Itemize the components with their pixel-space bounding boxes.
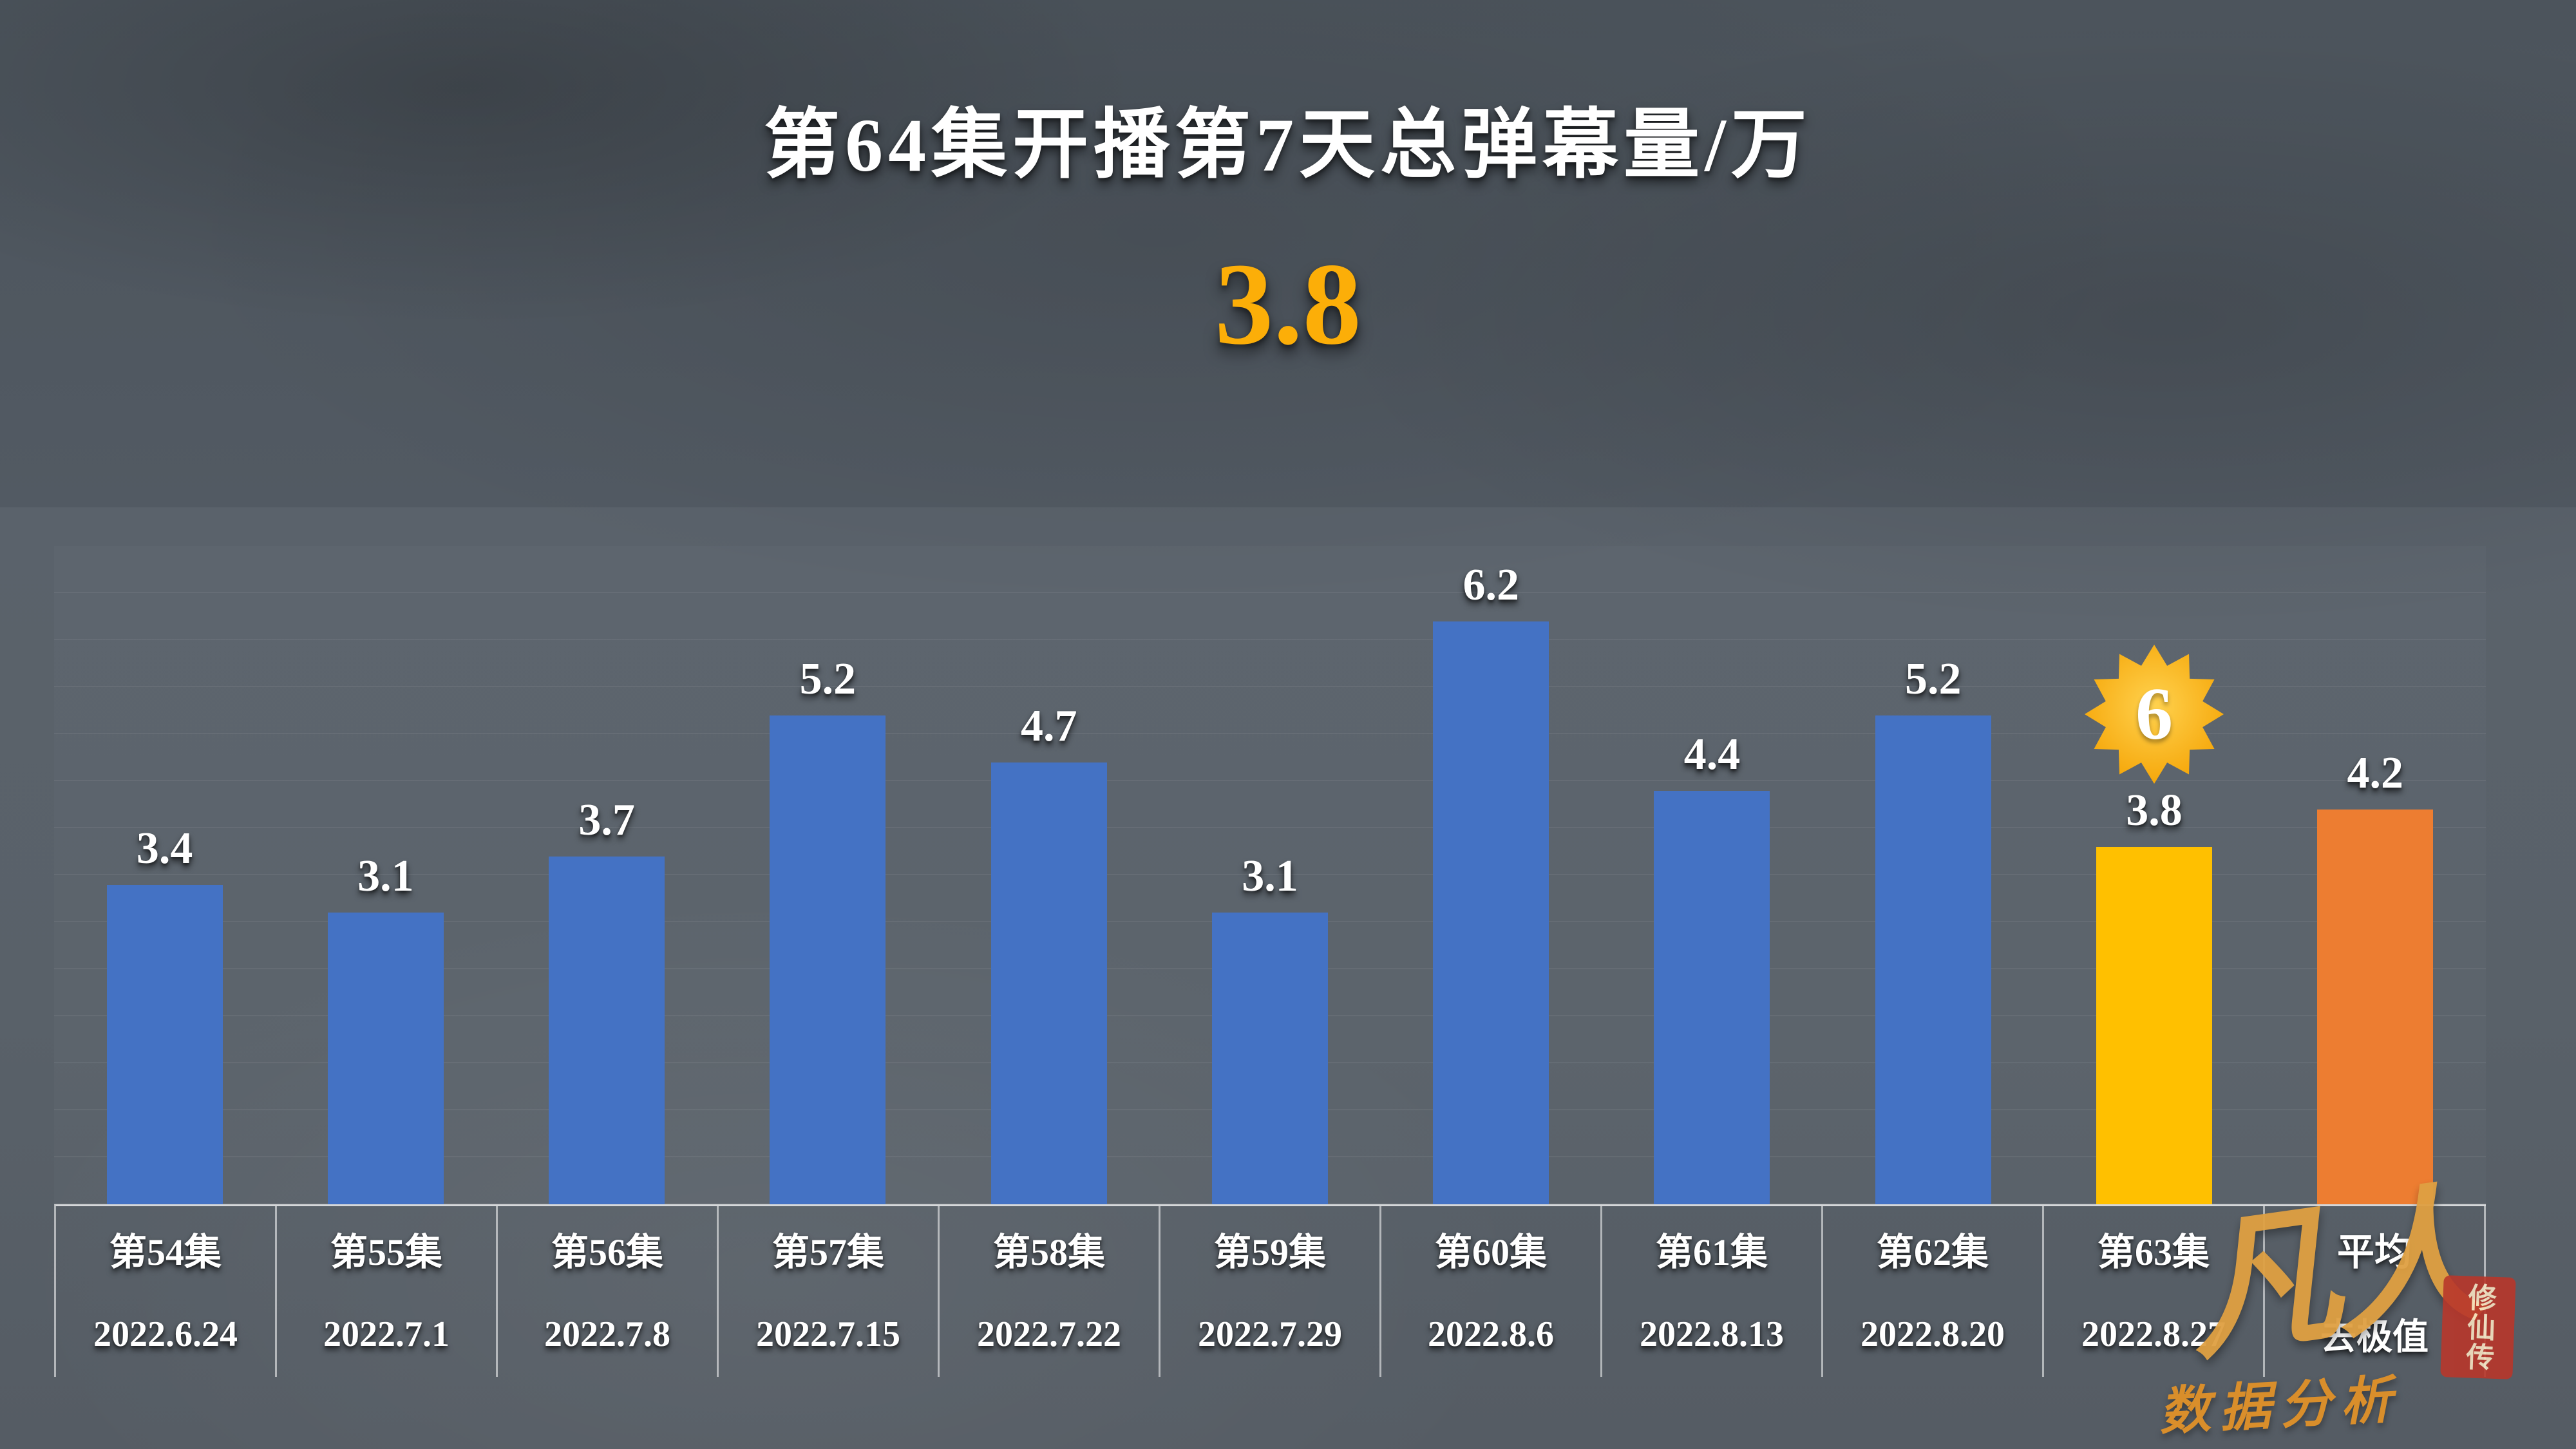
axis-cell: 第57集 2022.7.15	[719, 1206, 940, 1377]
bar	[770, 715, 886, 1204]
bar	[2096, 847, 2213, 1204]
bar-value-label: 5.2	[799, 654, 857, 704]
axis-cell: 第58集 2022.7.22	[940, 1206, 1160, 1377]
bar-column: 6.2	[1381, 546, 1602, 1204]
axis-category-label: 第63集	[2097, 1231, 2210, 1274]
bar-column: 3.1	[1159, 546, 1380, 1204]
bar-column: 6 3.8	[2043, 546, 2264, 1204]
bar-value-label: 6.2	[1463, 560, 1519, 610]
axis-cell: 第61集 2022.8.13	[1602, 1206, 1823, 1377]
bar-column: 4.7	[938, 546, 1159, 1204]
axis-cell: 第59集 2022.7.29	[1160, 1206, 1381, 1377]
bar	[1433, 621, 1549, 1204]
axis-category-label: 第56集	[551, 1231, 663, 1274]
bar-value-label: 3.4	[136, 824, 193, 873]
bar-value-label: 3.1	[1242, 851, 1298, 901]
bar-column: 4.2	[2265, 546, 2486, 1204]
bar-value-label: 3.1	[357, 851, 414, 901]
axis-category-label: 平均	[2336, 1231, 2412, 1274]
axis-cell: 第55集 2022.7.1	[277, 1206, 498, 1377]
axis-cell: 第63集 2022.8.27	[2044, 1206, 2265, 1377]
axis-category-label: 第61集	[1655, 1231, 1768, 1274]
bar-column: 3.7	[497, 546, 717, 1204]
axis-cell: 第60集 2022.8.6	[1381, 1206, 1602, 1377]
axis-category-label: 第60集	[1434, 1231, 1547, 1274]
axis-date-label: 2022.8.13	[1640, 1314, 1784, 1354]
bar-column: 3.4	[54, 546, 275, 1204]
bar-column: 5.2	[1823, 546, 2043, 1204]
axis-date-label: 2022.7.22	[977, 1314, 1121, 1354]
axis-date-label: 去极值	[2320, 1318, 2429, 1358]
axis-date-label: 2022.6.24	[93, 1314, 238, 1354]
axis-category-label: 第57集	[772, 1231, 884, 1274]
axis-category-label: 第62集	[1876, 1231, 1989, 1274]
star-badge-icon: 6	[2085, 645, 2224, 784]
badge-value: 6	[2136, 672, 2174, 755]
chart-title: 第64集开播第7天总弹幕量/万	[764, 103, 1812, 187]
axis-category-label: 第59集	[1213, 1231, 1326, 1274]
axis-band: 第54集 2022.6.24 第55集 2022.7.1 第56集 2022.7.8 第57…	[54, 1204, 2486, 1377]
axis-date-label: 2022.7.29	[1198, 1314, 1342, 1354]
bar	[327, 913, 444, 1204]
axis-cell: 平均 去极值	[2265, 1206, 2486, 1377]
bar	[990, 762, 1107, 1204]
bar	[106, 885, 223, 1204]
big-number: 3.8	[1215, 240, 1361, 369]
bar-value-label: 3.7	[578, 795, 635, 845]
bar-column: 3.1	[275, 546, 496, 1204]
bar	[2317, 810, 2434, 1204]
bar	[1211, 913, 1328, 1204]
bar-value-label: 5.2	[1905, 654, 1962, 704]
axis-date-label: 2022.8.20	[1861, 1314, 2005, 1354]
bar-value-label: 4.4	[1683, 730, 1741, 779]
bars-row: 3.4 3.1 3.7 5.2 4.7 3.1 6.2 4.4 5.2 6 3.8 4.2	[54, 546, 2486, 1204]
axis-date-label: 2022.8.6	[1428, 1314, 1554, 1354]
axis-cell: 第56集 2022.7.8	[498, 1206, 719, 1377]
bar-column: 4.4	[1602, 546, 1823, 1204]
bar-value-label: 4.7	[1020, 701, 1077, 751]
axis-date-label: 2022.7.15	[756, 1314, 900, 1354]
bar	[549, 857, 665, 1204]
axis-date-label: 2022.8.27	[2081, 1314, 2226, 1354]
axis-date-label: 2022.7.8	[544, 1314, 670, 1354]
axis-category-label: 第58集	[992, 1231, 1105, 1274]
bar	[1654, 791, 1770, 1204]
bar-value-label: 4.2	[2347, 748, 2404, 798]
axis-date-label: 2022.7.1	[323, 1314, 450, 1354]
axis-category-label: 第54集	[109, 1231, 222, 1274]
axis-category-label: 第55集	[330, 1231, 442, 1274]
axis-cell: 第62集 2022.8.20	[1823, 1206, 2044, 1377]
bar	[1875, 715, 1991, 1204]
bar-value-label: 3.8	[2126, 786, 2183, 835]
bar-column: 5.2	[717, 546, 938, 1204]
axis-cell: 第54集 2022.6.24	[56, 1206, 277, 1377]
